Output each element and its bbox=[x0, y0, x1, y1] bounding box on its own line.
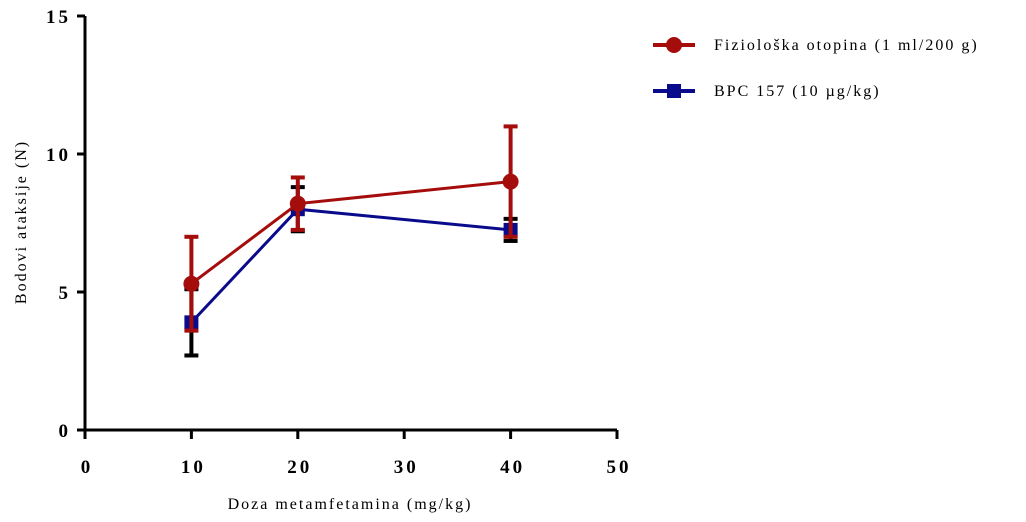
y-tick-label: 5 bbox=[59, 283, 72, 304]
y-tick-label: 0 bbox=[59, 421, 72, 442]
legend: Fiziološka otopina (1 ml/200 g) BPC 157 (… bbox=[653, 37, 979, 100]
legend-item-1: BPC 157 (10 µg/kg) bbox=[653, 83, 881, 100]
axes: 0 5 10 15 0 10 20 30 40 50 bbox=[46, 7, 632, 478]
legend-label: BPC 157 (10 µg/kg) bbox=[714, 83, 881, 100]
x-axis-title: Doza metamfetamina (mg/kg) bbox=[228, 496, 473, 513]
series-line bbox=[190, 180, 511, 285]
data-point bbox=[183, 275, 200, 292]
legend-label: Fiziološka otopina (1 ml/200 g) bbox=[714, 37, 979, 54]
y-tick-label: 15 bbox=[46, 7, 71, 28]
x-tick-label: 0 bbox=[81, 457, 94, 478]
x-tick-label: 30 bbox=[394, 457, 419, 478]
x-tick-label: 40 bbox=[500, 457, 525, 478]
series-layer bbox=[183, 124, 519, 358]
series-1 bbox=[184, 185, 518, 358]
y-axis-title: Bodovi ataksije (N) bbox=[13, 140, 30, 304]
x-tick-label: 10 bbox=[181, 457, 206, 478]
series-0 bbox=[183, 124, 519, 333]
x-tick-label: 20 bbox=[287, 457, 312, 478]
legend-marker bbox=[667, 84, 681, 98]
series-line bbox=[190, 207, 511, 324]
data-point bbox=[502, 173, 519, 190]
legend-item-0: Fiziološka otopina (1 ml/200 g) bbox=[653, 37, 979, 54]
y-tick-label: 10 bbox=[46, 145, 71, 166]
legend-marker bbox=[666, 37, 682, 53]
data-point bbox=[289, 195, 306, 212]
x-tick-label: 50 bbox=[607, 457, 632, 478]
